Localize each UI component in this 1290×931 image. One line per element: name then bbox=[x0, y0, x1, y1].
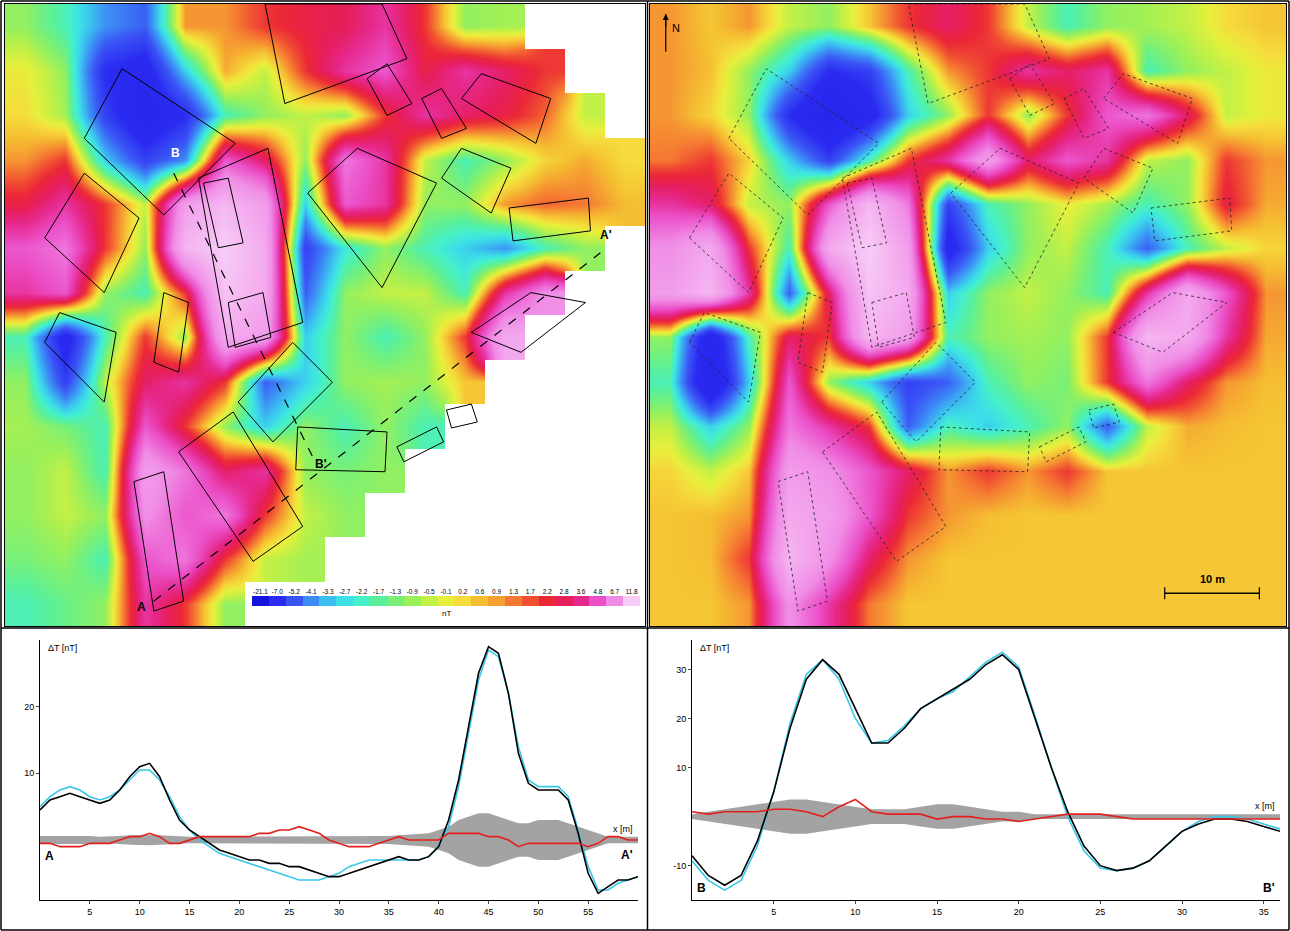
svg-text:-2.7: -2.7 bbox=[339, 588, 351, 595]
svg-text:0.2: 0.2 bbox=[458, 588, 467, 595]
svg-text:35: 35 bbox=[1259, 907, 1269, 917]
svg-text:-1.3: -1.3 bbox=[390, 588, 402, 595]
svg-text:-1.7: -1.7 bbox=[373, 588, 385, 595]
svg-text:1.3: 1.3 bbox=[509, 588, 518, 595]
svg-text:B': B' bbox=[315, 457, 327, 471]
svg-text:A: A bbox=[137, 600, 146, 614]
svg-text:B: B bbox=[171, 146, 180, 160]
svg-text:-2.2: -2.2 bbox=[356, 588, 368, 595]
svg-text:45: 45 bbox=[483, 907, 493, 917]
svg-text:20: 20 bbox=[676, 714, 686, 724]
svg-text:11.8: 11.8 bbox=[625, 588, 638, 595]
svg-text:10: 10 bbox=[24, 768, 34, 778]
svg-text:ΔT [nT]: ΔT [nT] bbox=[48, 643, 77, 653]
svg-text:B: B bbox=[697, 881, 706, 895]
svg-text:5: 5 bbox=[771, 907, 776, 917]
svg-text:-4.1: -4.1 bbox=[305, 588, 317, 595]
svg-text:50: 50 bbox=[533, 907, 543, 917]
svg-text:10 m: 10 m bbox=[1200, 573, 1225, 585]
svg-text:ΔT [nT]: ΔT [nT] bbox=[700, 643, 729, 653]
svg-text:nT: nT bbox=[442, 609, 451, 618]
svg-text:-0.9: -0.9 bbox=[407, 588, 419, 595]
svg-text:20: 20 bbox=[24, 702, 34, 712]
svg-text:A': A' bbox=[621, 848, 633, 862]
svg-text:-0.5: -0.5 bbox=[424, 588, 436, 595]
svg-text:10: 10 bbox=[135, 907, 145, 917]
svg-text:35: 35 bbox=[384, 907, 394, 917]
svg-text:55: 55 bbox=[583, 907, 593, 917]
svg-text:N: N bbox=[672, 22, 680, 34]
svg-text:2.8: 2.8 bbox=[560, 588, 569, 595]
svg-text:1.7: 1.7 bbox=[526, 588, 535, 595]
svg-text:15: 15 bbox=[184, 907, 194, 917]
svg-text:6.7: 6.7 bbox=[610, 588, 619, 595]
svg-text:3.6: 3.6 bbox=[576, 588, 585, 595]
svg-text:0.6: 0.6 bbox=[475, 588, 484, 595]
svg-text:-3.3: -3.3 bbox=[322, 588, 334, 595]
svg-text:-7.0: -7.0 bbox=[272, 588, 284, 595]
svg-text:A': A' bbox=[600, 228, 612, 242]
svg-text:x [m]: x [m] bbox=[613, 824, 633, 834]
svg-text:40: 40 bbox=[434, 907, 444, 917]
svg-text:20: 20 bbox=[234, 907, 244, 917]
svg-text:A: A bbox=[45, 849, 54, 863]
svg-text:5: 5 bbox=[87, 907, 92, 917]
svg-text:-10: -10 bbox=[673, 861, 686, 871]
svg-text:-21.1: -21.1 bbox=[253, 588, 268, 595]
svg-text:-5.2: -5.2 bbox=[289, 588, 301, 595]
svg-text:-0.1: -0.1 bbox=[440, 588, 452, 595]
svg-text:B': B' bbox=[1263, 881, 1275, 895]
svg-text:2.2: 2.2 bbox=[543, 588, 552, 595]
svg-text:15: 15 bbox=[932, 907, 942, 917]
svg-text:10: 10 bbox=[676, 763, 686, 773]
svg-text:10: 10 bbox=[850, 907, 860, 917]
svg-text:30: 30 bbox=[1177, 907, 1187, 917]
svg-text:x [m]: x [m] bbox=[1255, 801, 1275, 811]
svg-text:30: 30 bbox=[676, 665, 686, 675]
svg-text:0.9: 0.9 bbox=[492, 588, 501, 595]
svg-text:4.8: 4.8 bbox=[593, 588, 602, 595]
svg-text:20: 20 bbox=[1014, 907, 1024, 917]
svg-text:25: 25 bbox=[284, 907, 294, 917]
svg-text:25: 25 bbox=[1095, 907, 1105, 917]
svg-text:30: 30 bbox=[334, 907, 344, 917]
